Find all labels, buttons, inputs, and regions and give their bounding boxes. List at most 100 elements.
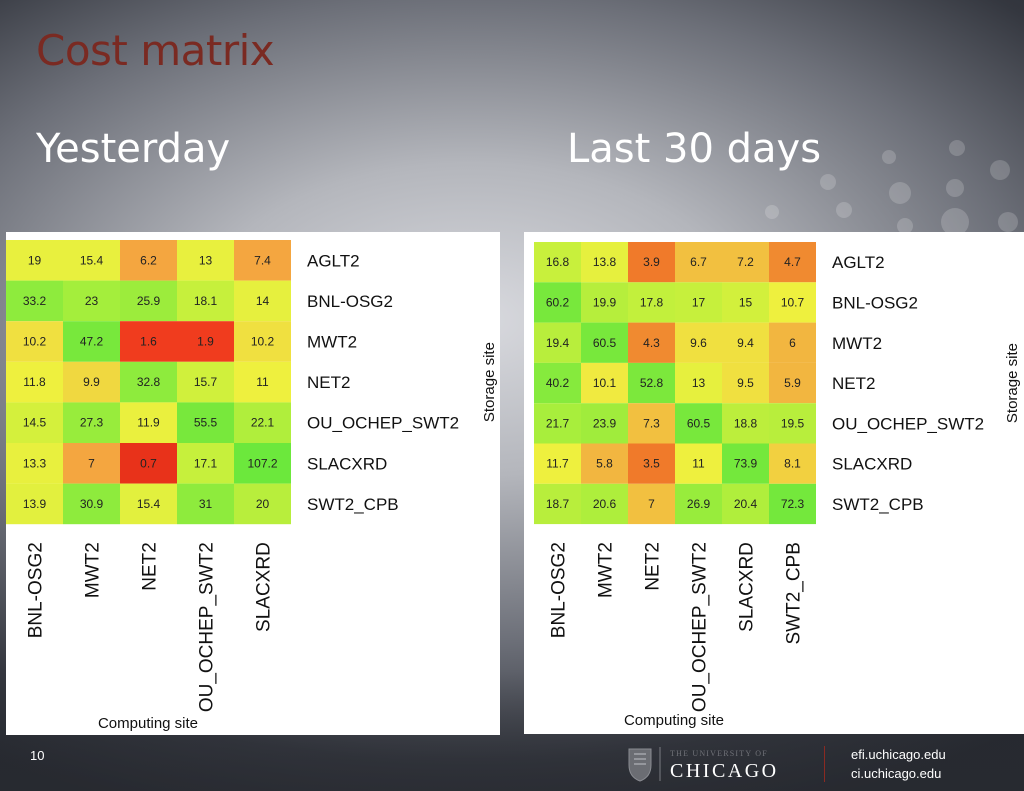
cell-value: 15: [739, 295, 753, 309]
heatmap-cell: [675, 322, 722, 363]
heatmap-cell: [628, 443, 675, 484]
logo-small-text: THE UNIVERSITY OF: [670, 749, 768, 758]
cell-value: 11: [692, 457, 705, 471]
heatmap-cell: [534, 483, 581, 525]
column-label: BNL-OSG2: [26, 542, 47, 638]
cell-value: 11.7: [546, 457, 569, 471]
cell-value: 3.9: [643, 255, 660, 269]
row-label: SWT2_CPB: [307, 495, 399, 514]
cell-value: 13: [692, 376, 706, 390]
heatmap-cell: [234, 402, 291, 443]
cell-value: 20: [256, 497, 270, 511]
cell-value: 13.8: [593, 255, 617, 269]
cell-value: 19.9: [593, 295, 617, 309]
heatmap-cell: [234, 443, 291, 484]
cell-value: 23: [85, 294, 99, 308]
heatmap-cell: [234, 483, 291, 525]
heatmap-cell: [120, 443, 177, 484]
row-label: AGLT2: [832, 253, 885, 272]
cell-value: 23.9: [593, 416, 617, 430]
heatmap-cell: [6, 321, 63, 362]
cell-value: 25.9: [137, 294, 161, 308]
row-label: BNL-OSG2: [307, 292, 393, 311]
cell-value: 7.2: [737, 255, 754, 269]
row-label: SLACXRD: [832, 455, 912, 474]
heatmap-cell: [177, 483, 234, 525]
cell-value: 18.7: [546, 497, 570, 511]
heatmap-cell: [722, 322, 769, 363]
column-label: NET2: [140, 542, 161, 591]
y-axis-label: Storage site: [481, 342, 498, 422]
heatmap-cell: [234, 321, 291, 362]
heatmap-cell: [534, 282, 581, 323]
cell-value: 14.5: [23, 416, 47, 430]
heatmap-last-30-days-panel: 16.8 13.8 3.9 6.7 7.2 4.7 60.2 19.9 17.8 17 15 10.7…: [524, 232, 1024, 734]
heatmap-last-30-days: 16.8 13.8 3.9 6.7 7.2 4.7 60.2 19.9 17.8 17 15 10.7…: [534, 242, 1021, 729]
heatmap-cell: [120, 321, 177, 362]
heatmap-cell: [534, 242, 581, 283]
cell-value: 30.9: [80, 497, 104, 511]
cell-value: 11.9: [137, 416, 160, 430]
heatmap-cell: [177, 402, 234, 443]
cell-value: 15.4: [137, 497, 161, 511]
cell-value: 20.6: [593, 497, 617, 511]
column-label: BNL-OSG2: [549, 542, 570, 638]
heatmap-cell: [120, 402, 177, 443]
heatmap-cell: [722, 483, 769, 525]
heatmap-cell: [581, 362, 628, 404]
cell-value: 40.2: [546, 376, 570, 390]
cell-value: 6.2: [140, 253, 157, 267]
heatmap-cell: [6, 443, 63, 484]
heatmap-cell: [628, 403, 675, 444]
heatmap-cell: [769, 483, 816, 525]
row-label: NET2: [307, 373, 350, 392]
cell-value: 60.5: [593, 336, 617, 350]
cell-value: 19: [28, 253, 42, 267]
row-label: MWT2: [307, 333, 357, 352]
url-efi[interactable]: efi.uchicago.edu: [851, 747, 946, 762]
heatmap-cell: [177, 321, 234, 362]
cell-value: 19.5: [781, 416, 805, 430]
cell-value: 73.9: [734, 457, 758, 471]
cell-value: 3.5: [643, 457, 660, 471]
cell-value: 17.1: [194, 456, 218, 470]
cell-value: 17.8: [640, 295, 664, 309]
heatmap-cell: [6, 240, 63, 281]
heatmap-cell: [675, 362, 722, 404]
heatmap-cell: [722, 282, 769, 323]
heatmap-cell: [63, 321, 120, 362]
heatmap-cell: [63, 361, 120, 403]
cell-value: 47.2: [80, 335, 104, 349]
cell-value: 10.1: [593, 376, 617, 390]
heatmap-cell: [628, 282, 675, 323]
cell-value: 60.5: [687, 416, 711, 430]
heatmap-cell: [675, 443, 722, 484]
heatmap-cell: [177, 280, 234, 322]
heatmap-cell: [234, 280, 291, 322]
heatmap-cell: [722, 242, 769, 283]
heatmap-cell: [534, 403, 581, 444]
heatmap-cell: [120, 240, 177, 281]
cell-value: 4.7: [784, 255, 801, 269]
row-label: AGLT2: [307, 251, 360, 270]
heatmap-cell: [769, 282, 816, 323]
heading-yesterday: Yesterday: [36, 126, 231, 172]
cell-value: 60.2: [546, 295, 570, 309]
heatmap-cell: [769, 242, 816, 283]
heatmap-cell: [581, 242, 628, 283]
logo-main-text: CHICAGO: [670, 760, 779, 782]
cell-value: 27.3: [80, 416, 104, 430]
heatmap-cell: [675, 403, 722, 444]
cell-value: 1.9: [197, 335, 214, 349]
cell-value: 7.4: [254, 253, 271, 267]
column-label: MWT2: [596, 542, 617, 598]
url-ci[interactable]: ci.uchicago.edu: [851, 766, 942, 781]
heatmap-cell: [769, 322, 816, 363]
row-label: SWT2_CPB: [832, 495, 924, 514]
heatmap-cell: [63, 240, 120, 281]
heatmap-cell: [6, 483, 63, 525]
cell-value: 5.9: [784, 376, 801, 390]
y-axis-label: Storage site: [1004, 343, 1021, 423]
cell-value: 11: [256, 375, 269, 389]
cell-value: 9.9: [83, 375, 100, 389]
